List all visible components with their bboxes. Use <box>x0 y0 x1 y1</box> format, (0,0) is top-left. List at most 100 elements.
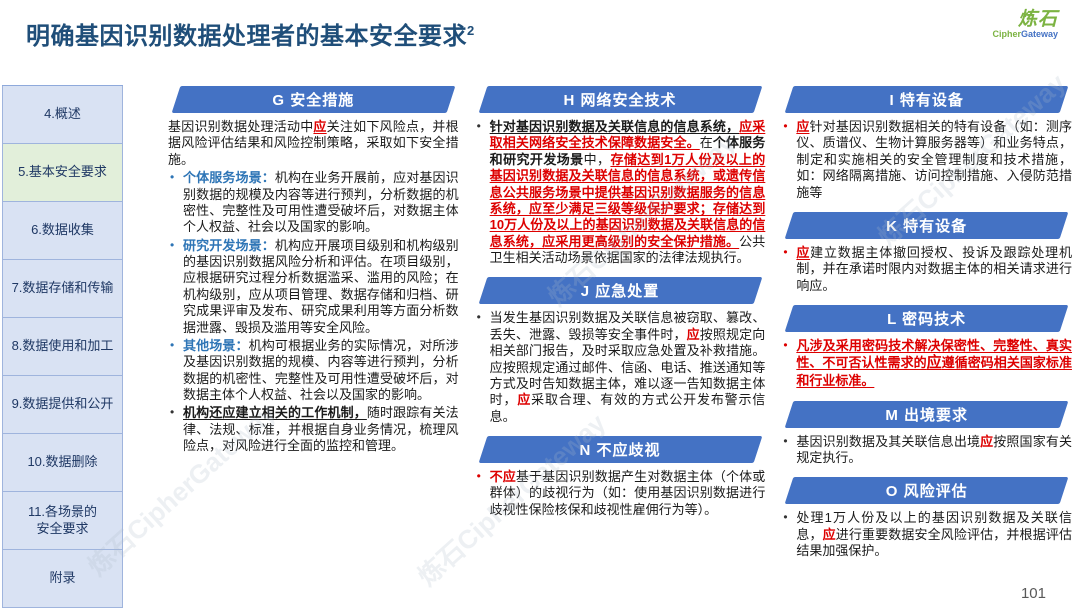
sidebar-item-label: 附录 <box>49 570 76 586</box>
text-segment: 存储达到1万人份及以上的基因识别数据及关联信息的信息系统，或遗传信息公共服务场景… <box>489 151 766 249</box>
bullet-dot: • <box>476 119 481 133</box>
section-body: • 应针对基因识别数据相关的特有设备（如：测序仪、质谱仪、生物计算服务器等）和业务… <box>781 119 1072 201</box>
bullet-text: 针对基因识别数据及关联信息的信息系统，应采取相关网络安全技术保障数据安全。在个体… <box>490 119 766 266</box>
bullet-text: 应针对基因识别数据相关的特有设备（如：测序仪、质谱仪、生物计算服务器等）和业务特… <box>796 119 1072 201</box>
section-body: • 应建立数据主体撤回授权、投诉及跟踪处理机制，并在承诺时限内对数据主体的相关请求… <box>781 245 1072 294</box>
page-title: 明确基因识别数据处理者的基本安全要求2 <box>26 16 475 51</box>
bullet-dot: • <box>783 244 788 259</box>
text-segment: 应 <box>822 526 836 542</box>
text-segment: 关注如下风险点，并根据风险评估结果和风险控制策略，采取如下安全措施。 <box>168 119 459 167</box>
section: M 出境要求 • 基因识别数据及其关联信息出境应按照国家有关规定执行。 <box>781 400 1072 467</box>
paragraph: 基因识别数据处理活动中应关注如下风险点，并根据风险评估结果和风险控制策略，采取如… <box>168 119 459 168</box>
sidebar-item[interactable]: 4.概述 <box>2 86 123 144</box>
bullet-text: 研究开发场景：机构应开展项目级别和机构级别的基因识别数据风险分析和评估。在项目级… <box>183 238 459 336</box>
section-header: H 网络安全技术 <box>478 86 762 113</box>
sidebar-item[interactable]: 11.各场景的 安全要求 <box>2 492 123 550</box>
sidebar-item[interactable]: 9.数据提供和公开 <box>2 376 123 434</box>
sidebar-item[interactable]: 6.数据收集 <box>2 202 123 260</box>
bullet-text: 其他场景：机构可根据业务的实际情况，对所涉及基因识别数据的规模、内容等进行预判，… <box>183 338 459 404</box>
bullet-dot: • <box>476 469 481 483</box>
sidebar-item-label: 5.基本安全要求 <box>18 164 107 180</box>
section-header: G 安全措施 <box>171 86 456 113</box>
page-number: 101 <box>1020 585 1046 602</box>
section: H 网络安全技术 • 针对基因识别数据及关联信息的信息系统，应采取相关网络安全技术保… <box>475 86 766 266</box>
sidebar-item[interactable]: 10.数据删除 <box>2 434 123 492</box>
bullet-dot: • <box>476 310 481 325</box>
page-title-superscript: 2 <box>467 23 475 38</box>
bullet-text: 机构还应建立相关的工作机制，随时跟踪有关法律、法规、标准，并根据自身业务情况，梳… <box>183 405 459 454</box>
bullet-item: • 应针对基因识别数据相关的特有设备（如：测序仪、质谱仪、生物计算服务器等）和业务… <box>781 119 1072 201</box>
text-segment: 其他场景： <box>183 337 249 353</box>
section-header-label: K 特有设备 <box>886 217 968 235</box>
section-header: M 出境要求 <box>784 400 1069 428</box>
section-header-label: J 应急处置 <box>580 283 660 301</box>
section-header-label: I 特有设备 <box>889 92 964 109</box>
bullet-item: • 基因识别数据及其关联信息出境应按照国家有关规定执行。 <box>781 434 1072 467</box>
content-column: G 安全措施基因识别数据处理活动中应关注如下风险点，并根据风险评估结果和风险控制… <box>168 86 459 602</box>
content-column: I 特有设备 • 应针对基因识别数据相关的特有设备（如：测序仪、质谱仪、生物计算服务… <box>781 86 1072 602</box>
bullet-item: • 不应基于基因识别数据产生对数据主体（个体或群体）的歧视行为（如：使用基因识别数… <box>475 469 766 518</box>
text-segment: 个体服务场景： <box>183 170 275 186</box>
section-body: • 针对基因识别数据及关联信息的信息系统，应采取相关网络安全技术保障数据安全。在个… <box>475 119 766 266</box>
bullet-text: 不应基于基因识别数据产生对数据主体（个体或群体）的歧视行为（如：使用基因识别数据… <box>490 469 766 518</box>
section-header: L 密码技术 <box>784 305 1069 332</box>
text-segment: 应 <box>796 244 811 260</box>
page-title-text: 明确基因识别数据处理者的基本安全要求 <box>26 23 467 50</box>
bullet-dot: • <box>783 119 788 133</box>
bullet-dot: • <box>170 405 175 420</box>
brand-logo-cn: 炼石 <box>1017 9 1058 30</box>
section-header-label: G 安全措施 <box>272 92 355 109</box>
bullet-text: 应建立数据主体撤回授权、投诉及跟踪处理机制，并在承诺时限内对数据主体的相关请求进… <box>796 245 1072 294</box>
bullet-text: 个体服务场景：机构在业务开展前，应对基因识别数据的规模及内容等进行预判，分析数据… <box>183 170 459 236</box>
bullet-dot: • <box>783 510 788 525</box>
section-body: • 处理1万人份及以上的基因识别数据及关联信息，应进行重要数据安全风险评估，并根据… <box>781 510 1072 559</box>
text-segment: 基于基因识别数据产生对数据主体（个体或群体）的歧视行为（如：使用基因识别数据进行… <box>489 469 766 517</box>
brand-logo: 炼石 CipherGateway <box>992 10 1058 39</box>
bullet-item: • 其他场景：机构可根据业务的实际情况，对所涉及基因识别数据的规模、内容等进行预判… <box>168 338 459 404</box>
bullet-dot: • <box>170 237 175 252</box>
section: O 风险评估 • 处理1万人份及以上的基因识别数据及关联信息，应进行重要数据安全风险… <box>781 477 1072 559</box>
text-segment: 个体服务和研究开发场景 <box>489 135 766 167</box>
sidebar-item[interactable]: 5.基本安全要求 <box>2 144 123 202</box>
bullet-text: 基因识别数据及其关联信息出境应按照国家有关规定执行。 <box>796 434 1072 467</box>
bullet-text: 处理1万人份及以上的基因识别数据及关联信息，应进行重要数据安全风险评估，并根据评… <box>796 510 1072 559</box>
section: L 密码技术 • 凡涉及采用密码技术解决保密性、完整性、真实性、不可否认性需求的应遵… <box>781 305 1072 390</box>
sidebar: 4.概述 5.基本安全要求 6.数据收集 7.数据存储和传输 8.数据使用和加工 9.数据… <box>2 85 123 608</box>
brand-logo-en-gateway: Gateway <box>1020 28 1058 39</box>
bullet-dot: • <box>783 433 788 448</box>
text-segment: 公共卫生相关活动场景依据国家的法律法规执行。 <box>489 233 766 265</box>
content-columns: G 安全措施基因识别数据处理活动中应关注如下风险点，并根据风险评估结果和风险控制… <box>168 86 1072 602</box>
text-segment: 随时跟踪有关法律、法规、标准，并根据自身业务情况，梳理风险点，对风险进行全面的监… <box>183 405 459 454</box>
sidebar-item[interactable]: 8.数据使用和加工 <box>2 318 123 376</box>
text-segment: 不应 <box>489 469 516 484</box>
section: N 不应歧视 • 不应基于基因识别数据产生对数据主体（个体或群体）的歧视行为（如：使… <box>475 436 766 518</box>
section-body: 基因识别数据处理活动中应关注如下风险点，并根据风险评估结果和风险控制策略，采取如… <box>168 119 459 455</box>
section: J 应急处置 • 当发生基因识别数据及关联信息被窃取、篡改、丢失、泄露、毁损等安全事… <box>475 277 766 425</box>
text-segment: 针对基因识别数据相关的特有设备（如：测序仪、质谱仪、生物计算服务器等）和业务特点… <box>796 119 1072 200</box>
text-segment: 应 <box>686 326 700 342</box>
bullet-item: • 凡涉及采用密码技术解决保密性、完整性、真实性、不可否认性需求的应遵循密码相关国… <box>781 338 1072 390</box>
sidebar-item-label: 11.各场景的 安全要求 <box>27 503 98 536</box>
brand-logo-en-cipher: Cipher <box>992 28 1021 39</box>
section-header: I 特有设备 <box>784 86 1069 113</box>
section-header: J 应急处置 <box>478 277 762 305</box>
bullet-dot: • <box>783 338 788 352</box>
section-body: • 凡涉及采用密码技术解决保密性、完整性、真实性、不可否认性需求的应遵循密码相关国… <box>781 338 1072 390</box>
bullet-item: • 个体服务场景：机构在业务开展前，应对基因识别数据的规模及内容等进行预判，分析数… <box>168 170 459 236</box>
text-segment: 应 <box>796 119 810 134</box>
text-segment: 基因识别数据及其关联信息出境 <box>796 433 981 449</box>
bullet-text: 凡涉及采用密码技术解决保密性、完整性、真实性、不可否认性需求的应遵循密码相关国家… <box>796 338 1072 390</box>
section-body: • 基因识别数据及其关联信息出境应按照国家有关规定执行。 <box>781 434 1072 467</box>
text-segment: 建立数据主体撤回授权、投诉及跟踪处理机制，并在承诺时限内对数据主体的相关请求进行… <box>796 244 1072 293</box>
sidebar-item[interactable]: 7.数据存储和传输 <box>2 260 123 318</box>
section-header: N 不应歧视 <box>478 436 762 463</box>
bullet-item: • 应建立数据主体撤回授权、投诉及跟踪处理机制，并在承诺时限内对数据主体的相关请求… <box>781 245 1072 294</box>
bullet-item: • 当发生基因识别数据及关联信息被窃取、篡改、丢失、泄露、毁损等安全事件时，应按照… <box>475 310 766 425</box>
text-segment: 应 <box>980 433 994 449</box>
text-segment: 按照规定向相关部门报告，及时采取应急处置及补救措施。应按照规定通过邮件、信函、电… <box>489 326 766 408</box>
sidebar-item[interactable]: 附录 <box>2 550 123 608</box>
section-body: • 当发生基因识别数据及关联信息被窃取、篡改、丢失、泄露、毁损等安全事件时，应按照… <box>475 310 766 425</box>
text-segment: 机构应开展项目级别和机构级别的基因识别数据风险分析和评估。在项目级别，应根据研究… <box>183 237 459 335</box>
sidebar-item-label: 7.数据存储和传输 <box>11 280 114 296</box>
brand-logo-en: CipherGateway <box>992 28 1058 39</box>
